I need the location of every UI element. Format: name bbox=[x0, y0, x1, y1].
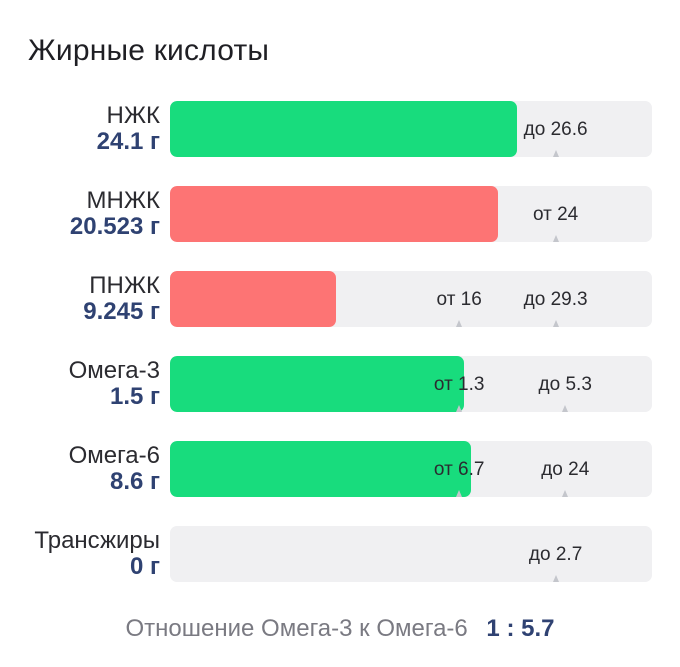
fatty-acid-row: МНЖК 20.523 г от 24 bbox=[0, 186, 680, 244]
fatty-acid-row: Омега-3 1.5 г от 1.3 до 5.3 bbox=[0, 356, 680, 414]
nutrient-amount: 8.6 г bbox=[109, 468, 160, 495]
norm-marker-icon bbox=[552, 320, 559, 327]
nutrient-label: Омега-6 8.6 г bbox=[69, 443, 160, 495]
nutrient-amount: 24.1 г bbox=[96, 128, 160, 155]
omega-ratio: Отношение Омега-3 к Омега-6 1 : 5.7 bbox=[0, 615, 680, 643]
progress-track: до 26.6 bbox=[170, 101, 652, 157]
nutrient-label: ПНЖК 9.245 г bbox=[83, 273, 160, 325]
nutrient-amount: 20.523 г bbox=[69, 213, 160, 240]
nutrient-name: Трансжиры bbox=[34, 527, 160, 554]
nutrient-amount: 0 г bbox=[129, 553, 160, 580]
norm-marker-icon bbox=[562, 490, 569, 497]
section-title: Жирные кислоты bbox=[28, 34, 270, 67]
nutrient-label: Трансжиры 0 г bbox=[34, 528, 160, 580]
norm-marker-icon bbox=[456, 320, 463, 327]
norm-marker-icon bbox=[456, 405, 463, 412]
nutrient-name: НЖК bbox=[106, 102, 160, 129]
norm-label: от 1.3 bbox=[433, 374, 485, 395]
progress-fill bbox=[170, 186, 498, 242]
progress-track: от 24 bbox=[170, 186, 652, 242]
nutrient-label: Омега-3 1.5 г bbox=[69, 358, 160, 410]
progress-track: от 1.3 до 5.3 bbox=[170, 356, 652, 412]
norm-marker-icon bbox=[552, 575, 559, 582]
norm-marker-icon bbox=[552, 235, 559, 242]
norm-label: до 5.3 bbox=[538, 374, 592, 395]
progress-track: от 16 до 29.3 bbox=[170, 271, 652, 327]
omega-ratio-label: Отношение Омега-3 к Омега-6 bbox=[125, 615, 468, 642]
norm-marker-icon bbox=[552, 150, 559, 157]
norm-label: от 16 bbox=[436, 289, 482, 310]
norm-label: до 26.6 bbox=[523, 119, 588, 140]
norm-label: от 6.7 bbox=[433, 459, 485, 480]
nutrient-name: МНЖК bbox=[86, 187, 160, 214]
norm-label: от 24 bbox=[532, 204, 579, 225]
progress-fill bbox=[170, 441, 472, 497]
nutrient-label: НЖК 24.1 г bbox=[97, 103, 160, 155]
norm-label: до 2.7 bbox=[528, 544, 583, 565]
fatty-acid-row: НЖК 24.1 г до 26.6 bbox=[0, 101, 680, 159]
progress-track: до 2.7 bbox=[170, 526, 652, 582]
nutrient-name: Омега-6 bbox=[68, 442, 160, 469]
norm-marker-icon bbox=[456, 490, 463, 497]
progress-fill bbox=[170, 356, 465, 412]
nutrient-name: ПНЖК bbox=[89, 272, 160, 299]
norm-label: до 29.3 bbox=[523, 289, 588, 310]
nutrient-label: МНЖК 20.523 г bbox=[70, 188, 160, 240]
fatty-acid-row: ПНЖК 9.245 г от 16 до 29.3 bbox=[0, 271, 680, 329]
nutrient-amount: 9.245 г bbox=[83, 298, 160, 325]
nutrient-name: Омега-3 bbox=[68, 357, 160, 384]
omega-ratio-value: 1 : 5.7 bbox=[486, 615, 555, 642]
nutrient-amount: 1.5 г bbox=[109, 383, 160, 410]
progress-track: от 6.7 до 24 bbox=[170, 441, 652, 497]
fatty-acid-row: Трансжиры 0 г до 2.7 bbox=[0, 526, 680, 584]
norm-marker-icon bbox=[562, 405, 569, 412]
progress-fill bbox=[170, 271, 337, 327]
norm-label: до 24 bbox=[541, 459, 590, 480]
fatty-acid-row: Омега-6 8.6 г от 6.7 до 24 bbox=[0, 441, 680, 499]
progress-fill bbox=[170, 101, 518, 157]
